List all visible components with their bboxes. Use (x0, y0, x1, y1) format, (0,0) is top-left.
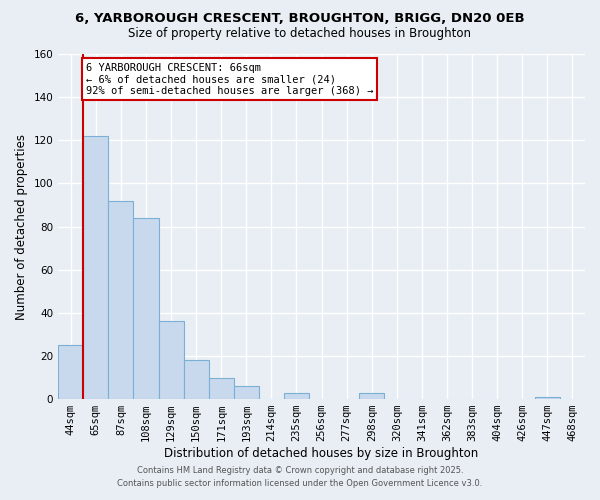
Bar (209, 378, 234, 399)
Text: Size of property relative to detached houses in Broughton: Size of property relative to detached ho… (128, 28, 472, 40)
Bar (359, 392, 385, 399)
Bar (535, 397, 560, 399)
Text: Contains HM Land Registry data © Crown copyright and database right 2025.
Contai: Contains HM Land Registry data © Crown c… (118, 466, 482, 487)
Bar (83, 136, 109, 399)
Bar (158, 322, 184, 399)
Text: 6 YARBOROUGH CRESCENT: 66sqm
← 6% of detached houses are smaller (24)
92% of sem: 6 YARBOROUGH CRESCENT: 66sqm ← 6% of det… (86, 62, 373, 96)
Bar (58, 345, 83, 399)
X-axis label: Distribution of detached houses by size in Broughton: Distribution of detached houses by size … (164, 447, 479, 460)
Y-axis label: Number of detached properties: Number of detached properties (15, 134, 28, 320)
Text: 6, YARBOROUGH CRESCENT, BROUGHTON, BRIGG, DN20 0EB: 6, YARBOROUGH CRESCENT, BROUGHTON, BRIGG… (75, 12, 525, 26)
Bar (284, 392, 309, 399)
Bar (234, 386, 259, 399)
Bar (184, 360, 209, 399)
Bar (109, 200, 133, 399)
Bar (133, 218, 158, 399)
